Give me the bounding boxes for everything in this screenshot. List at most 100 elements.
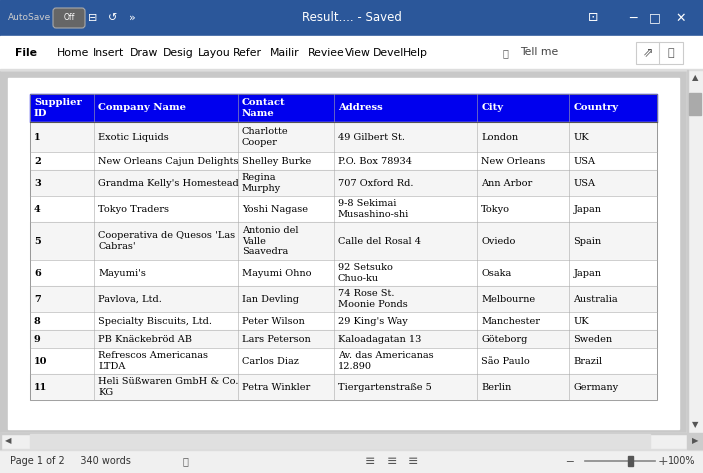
Bar: [0, 36, 703, 70]
Bar: [30, 312, 657, 330]
Bar: [0, 433, 687, 449]
Bar: [8, 78, 679, 429]
Text: Page 1 of 2     340 words: Page 1 of 2 340 words: [10, 456, 131, 466]
Text: ─: ─: [567, 456, 574, 466]
Text: »: »: [129, 13, 136, 23]
Bar: [30, 222, 657, 260]
FancyBboxPatch shape: [53, 8, 85, 28]
Text: Devel: Devel: [373, 48, 404, 58]
Bar: [628, 456, 633, 466]
Bar: [0, 433, 1, 449]
Text: Spain: Spain: [574, 236, 602, 245]
Text: Lars Peterson: Lars Peterson: [242, 334, 311, 343]
Text: Off: Off: [63, 14, 75, 23]
Text: 🔍: 🔍: [502, 48, 508, 58]
Text: 92 Setsuko
Chuo-ku: 92 Setsuko Chuo-ku: [337, 263, 392, 282]
Text: Specialty Biscuits, Ltd.: Specialty Biscuits, Ltd.: [98, 316, 212, 325]
Text: Tokyo Traders: Tokyo Traders: [98, 204, 169, 213]
Text: Tell me: Tell me: [520, 47, 558, 57]
Text: 100%: 100%: [669, 456, 696, 466]
Text: Grandma Kelly's Homestead: Grandma Kelly's Homestead: [98, 178, 239, 187]
Text: Insert: Insert: [93, 48, 124, 58]
Text: 1: 1: [34, 132, 41, 141]
Text: Help: Help: [403, 48, 428, 58]
Text: Calle del Rosal 4: Calle del Rosal 4: [337, 236, 420, 245]
Bar: [0, 449, 703, 450]
Text: Contact
Name: Contact Name: [242, 98, 285, 117]
Text: ◀: ◀: [5, 437, 11, 446]
Text: Ann Arbor: Ann Arbor: [481, 178, 532, 187]
Text: Peter Wilson: Peter Wilson: [242, 316, 304, 325]
Bar: [30, 94, 657, 122]
Text: 2: 2: [34, 157, 41, 166]
Text: Antonio del
Valle
Saavedra: Antonio del Valle Saavedra: [242, 227, 298, 255]
Text: Pavlova, Ltd.: Pavlova, Ltd.: [98, 295, 162, 304]
Text: ≡: ≡: [408, 455, 418, 467]
Text: Heli Süßwaren GmbH & Co.
KG: Heli Süßwaren GmbH & Co. KG: [98, 377, 239, 396]
Bar: [0, 69, 703, 70]
Text: New Orleans Cajun Delights: New Orleans Cajun Delights: [98, 157, 239, 166]
Bar: [0, 70, 703, 433]
Text: 49 Gilbert St.: 49 Gilbert St.: [337, 132, 405, 141]
Text: Exotic Liquids: Exotic Liquids: [98, 132, 169, 141]
Text: São Paulo: São Paulo: [481, 357, 530, 366]
Text: Layou: Layou: [198, 48, 231, 58]
Text: 6: 6: [34, 269, 41, 278]
Bar: [30, 434, 650, 448]
Text: New Orleans: New Orleans: [481, 157, 546, 166]
Text: Country: Country: [574, 104, 619, 113]
Bar: [30, 94, 657, 400]
Text: ─: ─: [629, 11, 637, 25]
Text: London: London: [481, 132, 518, 141]
Text: Berlin: Berlin: [481, 383, 511, 392]
Bar: [636, 42, 660, 64]
Bar: [30, 152, 657, 170]
Text: 29 King's Way: 29 King's Way: [337, 316, 407, 325]
Text: Melbourne: Melbourne: [481, 295, 535, 304]
Bar: [30, 196, 657, 222]
Text: ▲: ▲: [692, 73, 698, 82]
Text: File: File: [15, 48, 37, 58]
Bar: [30, 330, 657, 348]
Text: Revieе: Revieе: [308, 48, 344, 58]
Text: ⊟: ⊟: [89, 13, 98, 23]
Text: Shelley Burke: Shelley Burke: [242, 157, 311, 166]
Text: USA: USA: [574, 178, 595, 187]
Text: ≡: ≡: [365, 455, 375, 467]
Bar: [0, 0, 703, 36]
Text: Sweden: Sweden: [574, 334, 612, 343]
Text: 5: 5: [34, 236, 41, 245]
Text: View: View: [345, 48, 371, 58]
Bar: [30, 170, 657, 196]
Text: 💬: 💬: [668, 48, 674, 58]
Text: Refrescos Americanas
LTDA: Refrescos Americanas LTDA: [98, 351, 208, 370]
Text: Company Name: Company Name: [98, 104, 186, 113]
Text: ⇗: ⇗: [643, 46, 653, 60]
Text: 10: 10: [34, 357, 48, 366]
Text: ✕: ✕: [676, 11, 686, 25]
Text: Draw: Draw: [130, 48, 158, 58]
Text: Regina
Murphy: Regina Murphy: [242, 174, 281, 193]
Text: 7: 7: [34, 295, 41, 304]
Text: Desig: Desig: [163, 48, 194, 58]
Text: USA: USA: [574, 157, 595, 166]
Text: ▼: ▼: [692, 420, 698, 429]
Text: Brazil: Brazil: [574, 357, 602, 366]
Bar: [30, 348, 657, 374]
Bar: [30, 374, 657, 400]
Text: Charlotte
Cooper: Charlotte Cooper: [242, 128, 288, 147]
Text: Mayumi Ohno: Mayumi Ohno: [242, 269, 311, 278]
Text: Osaka: Osaka: [481, 269, 511, 278]
Text: Yoshi Nagase: Yoshi Nagase: [242, 204, 308, 213]
Text: Japan: Japan: [574, 269, 602, 278]
Text: 9: 9: [34, 334, 41, 343]
Bar: [0, 449, 703, 473]
Text: Göteborg: Göteborg: [481, 334, 527, 343]
Text: UK: UK: [574, 316, 589, 325]
Bar: [0, 433, 687, 434]
Bar: [687, 70, 688, 433]
Text: AutoSave: AutoSave: [8, 14, 51, 23]
Text: 11: 11: [34, 383, 47, 392]
Bar: [659, 42, 683, 64]
Text: Tokyo: Tokyo: [481, 204, 510, 213]
